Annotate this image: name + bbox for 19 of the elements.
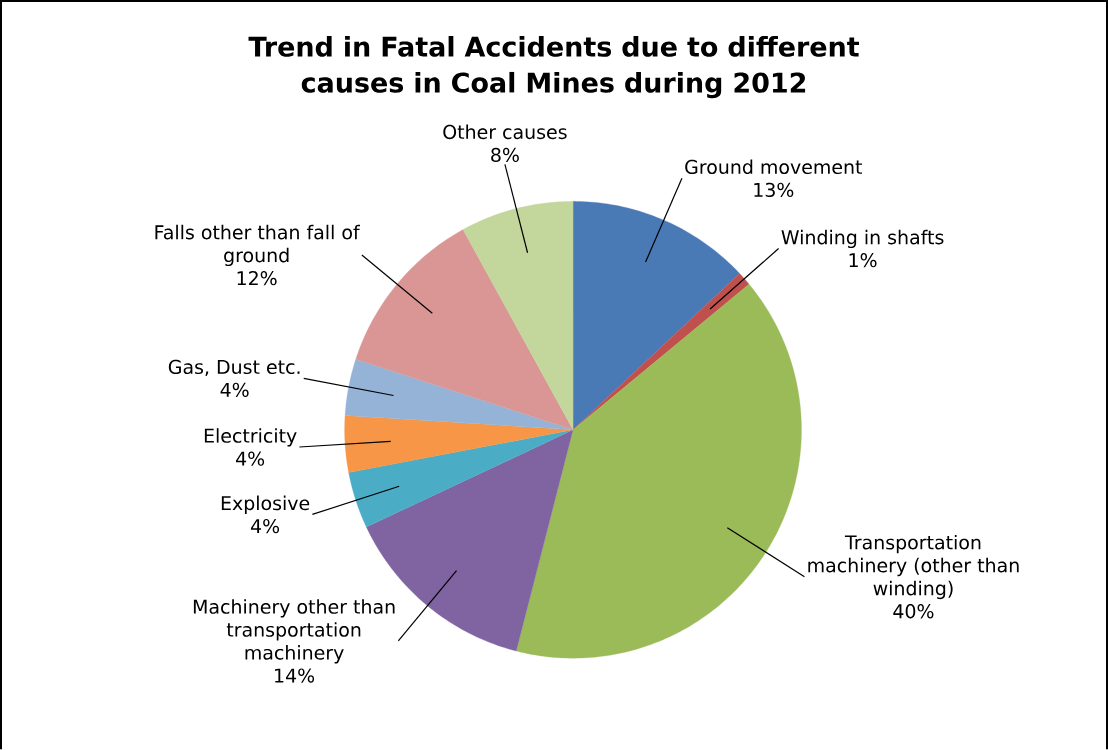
chart-title: Trend in Fatal Accidents due to different causes in Coal Mines during 2012 [248, 35, 860, 99]
data-label: 40% [893, 603, 934, 619]
data-label: 12% [237, 270, 277, 286]
slice-label: Machinery other than transportation machinery [193, 599, 395, 664]
slice-label: Transportation machinery (other than winding) [808, 534, 1019, 599]
slice-label: Electricity [204, 428, 297, 447]
data-label: 13% [754, 182, 794, 197]
data-label: 8% [491, 147, 519, 162]
slice-label: Winding in shafts [781, 229, 944, 248]
data-label: 4% [220, 382, 249, 397]
slice-label: Explosive [221, 495, 310, 514]
data-label: 14% [275, 668, 315, 683]
slice-label: Gas, Dust etc. [168, 359, 300, 376]
data-label: 4% [236, 451, 265, 466]
slice-label: Falls other than fall of ground [155, 224, 361, 266]
slice-label: Ground movement [685, 159, 863, 174]
data-label: 1% [849, 252, 877, 268]
slice-label: Other causes [443, 124, 567, 139]
data-label: 4% [250, 518, 280, 534]
